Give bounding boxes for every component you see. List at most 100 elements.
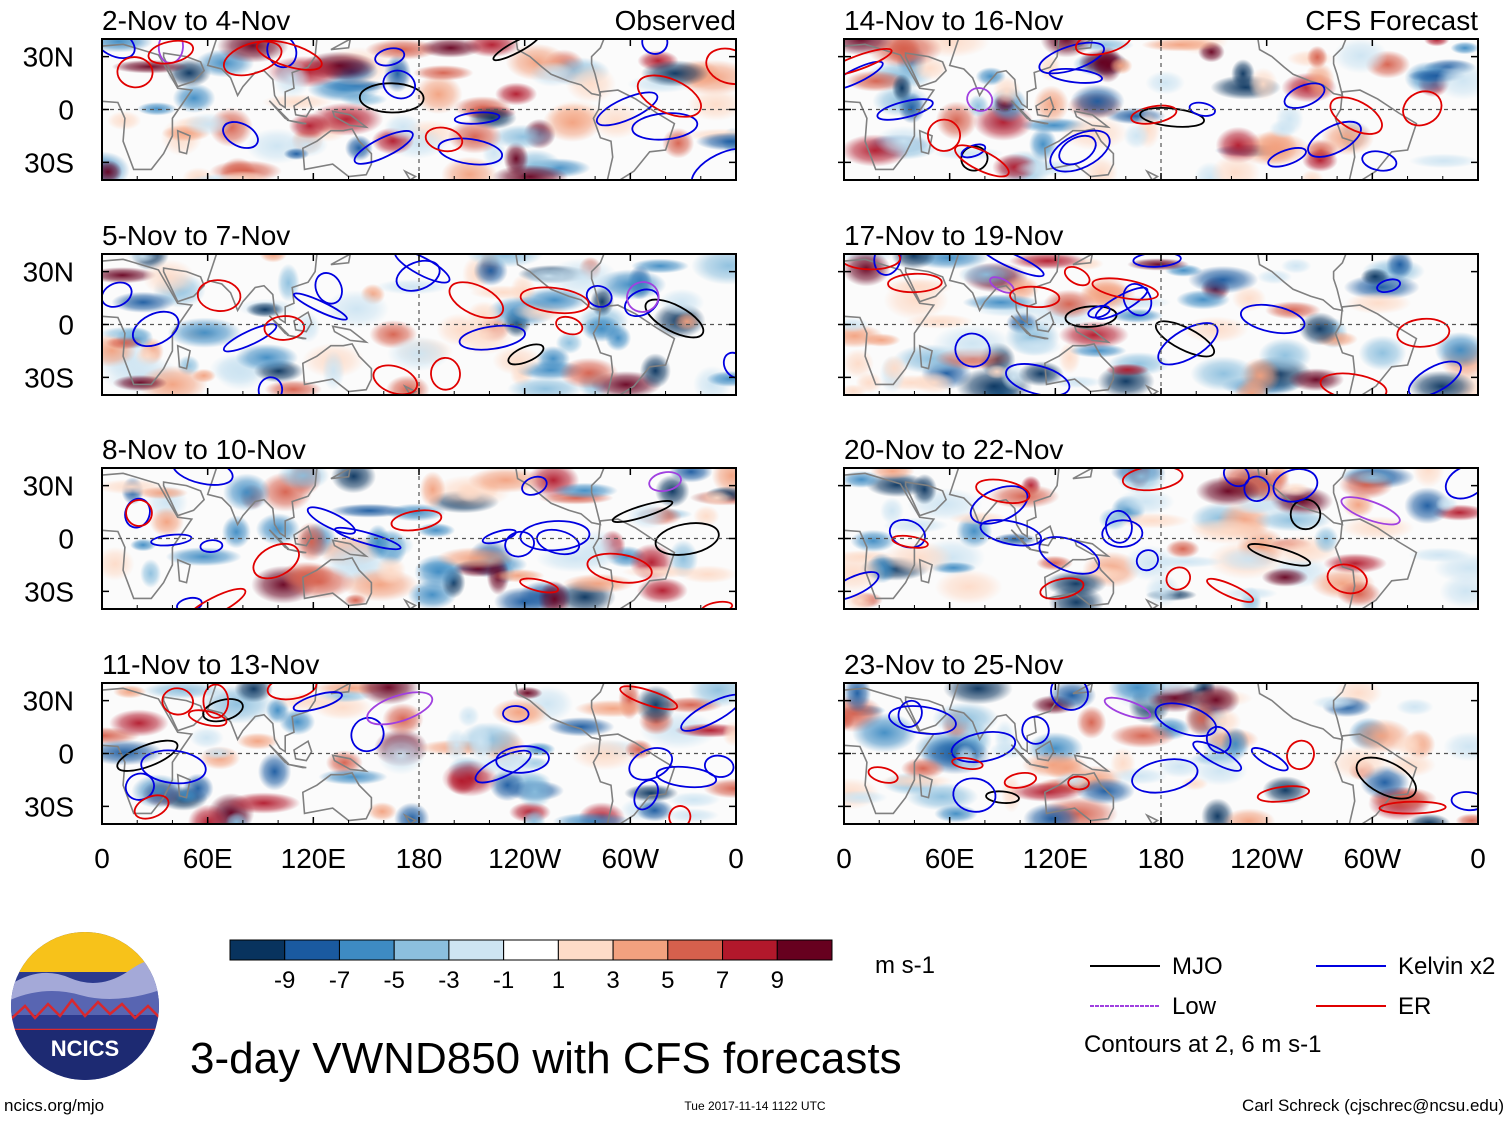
contour-line xyxy=(1074,39,1132,56)
anomaly-cell xyxy=(102,546,135,581)
contour-line xyxy=(595,91,659,127)
anomaly-cell xyxy=(330,503,409,518)
anomaly-cell xyxy=(259,254,287,263)
coastline xyxy=(301,127,373,178)
anomaly-cell xyxy=(932,702,999,735)
anomaly-cell xyxy=(1395,698,1434,716)
coastline xyxy=(331,325,369,344)
contour-line xyxy=(1130,104,1178,125)
contour-line xyxy=(1272,468,1319,503)
anomaly-cell xyxy=(851,712,918,753)
anomaly-cell xyxy=(845,70,907,92)
contour-line xyxy=(1087,304,1111,319)
coastline xyxy=(904,481,948,517)
contour-line xyxy=(292,691,343,713)
map-panel: 30N 0 30S 11-Nov to 13-Nov 0 60E 120E 180 120W 60… xyxy=(23,649,744,874)
contour-line xyxy=(1101,519,1144,548)
contour-line xyxy=(897,699,923,728)
contour-line xyxy=(1283,82,1326,109)
x-tick-label: 180 xyxy=(396,843,443,874)
map-field xyxy=(102,683,736,824)
anomaly-cell xyxy=(1333,39,1388,74)
coastline xyxy=(268,315,290,336)
coastline xyxy=(162,481,206,517)
contour-line xyxy=(1139,107,1205,128)
contour-line xyxy=(1039,577,1085,600)
anomaly-cell xyxy=(1262,776,1309,805)
coastline xyxy=(402,384,418,395)
coastline xyxy=(1073,539,1111,558)
contour-line xyxy=(1378,800,1447,815)
contour-line xyxy=(1157,322,1219,366)
contour-line xyxy=(1267,147,1307,168)
anomaly-cell xyxy=(394,802,430,824)
anomaly-cell xyxy=(1188,265,1259,294)
coastline xyxy=(1035,310,1055,333)
anomaly-cell xyxy=(1145,70,1185,95)
coastline xyxy=(176,129,192,155)
anomaly-cell xyxy=(277,468,330,491)
colorbar-tick-label: -1 xyxy=(493,967,514,994)
anomaly-cell xyxy=(555,331,583,355)
anomaly-cell xyxy=(344,135,373,162)
anomaly-cell xyxy=(492,568,545,583)
anomaly-cell xyxy=(512,686,543,700)
contour-line xyxy=(1361,150,1398,172)
map-panel: 20-Nov to 22-Nov xyxy=(838,434,1479,610)
anomaly-cell xyxy=(1320,120,1375,156)
anomaly-cell xyxy=(1013,159,1083,177)
y-tick-label: 30N xyxy=(23,471,74,502)
anomaly-cell xyxy=(1105,363,1150,377)
contour-line xyxy=(954,144,1010,178)
contour-line xyxy=(950,731,1017,763)
contour-note: Contours at 2, 6 m s-1 xyxy=(1084,1031,1321,1058)
coastline xyxy=(1028,763,1049,769)
coastline xyxy=(402,813,418,824)
anomaly-cell xyxy=(375,555,406,585)
contour-line xyxy=(131,310,180,347)
anomaly-cell xyxy=(1190,517,1268,545)
ncics-logo: NCICS xyxy=(11,932,159,1080)
contour-line xyxy=(952,777,997,813)
contour-line xyxy=(700,600,734,609)
anomaly-cell xyxy=(958,263,1015,286)
anomaly-cell xyxy=(722,721,736,747)
map-panel: 14-Nov to 16-Nov CFS Forecast xyxy=(838,5,1479,181)
contour-line xyxy=(1286,739,1315,771)
contour-line xyxy=(1131,758,1199,794)
contour-line xyxy=(1243,475,1270,503)
footer-url[interactable]: ncics.org/mjo xyxy=(4,1096,104,1115)
contour-line xyxy=(1049,129,1111,173)
coastline xyxy=(1144,169,1160,180)
contour-line xyxy=(644,298,705,339)
contour-line xyxy=(628,747,673,781)
contour-line xyxy=(1402,90,1443,127)
anomaly-cell xyxy=(234,683,273,703)
anomaly-cell xyxy=(1113,512,1190,529)
legend-label: Kelvin x2 xyxy=(1398,953,1495,980)
anomaly-cell xyxy=(1455,813,1478,824)
anomaly-cell xyxy=(886,39,921,65)
contour-line xyxy=(125,499,153,527)
contour-line xyxy=(844,571,880,602)
coastline xyxy=(102,258,194,386)
anomaly-cell xyxy=(416,523,456,538)
anomaly-cell xyxy=(142,259,196,297)
coastline xyxy=(1010,744,1032,765)
contour-line xyxy=(306,506,356,535)
contour-line xyxy=(555,315,584,336)
coastline xyxy=(948,683,1060,754)
contour-line xyxy=(1122,283,1153,317)
y-tick-label: 30S xyxy=(24,791,74,822)
anomaly-cell xyxy=(1195,476,1261,507)
panel-title: 17-Nov to 19-Nov xyxy=(844,220,1063,251)
anomaly-cell xyxy=(574,529,623,568)
anomaly-cell xyxy=(377,735,426,775)
coastline xyxy=(904,696,948,732)
anomaly-cell xyxy=(674,723,736,738)
panel-title: 20-Nov to 22-Nov xyxy=(844,434,1063,465)
anomaly-cell xyxy=(688,683,736,708)
contour-line xyxy=(257,376,284,395)
contour-line xyxy=(951,757,984,770)
colorbar-tick-label: 5 xyxy=(661,967,674,994)
